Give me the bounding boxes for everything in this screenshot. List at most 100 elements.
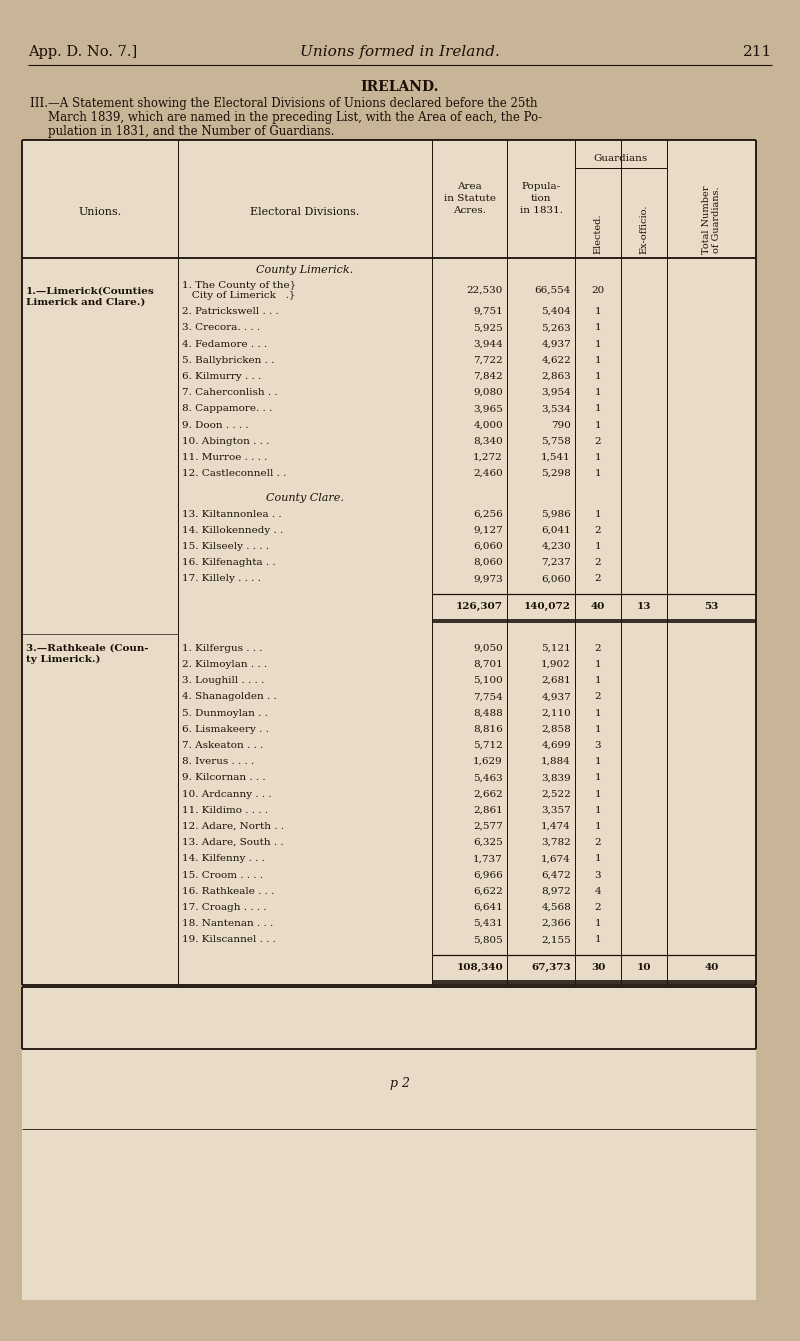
Text: 3,534: 3,534 [542,405,571,413]
Text: 4,699: 4,699 [542,742,571,750]
Text: 2: 2 [594,838,602,848]
Text: 1: 1 [594,371,602,381]
Text: III.—A Statement showing the Electoral Divisions of Unions declared before the 2: III.—A Statement showing the Electoral D… [30,97,538,110]
Text: 17. Killely . . . .: 17. Killely . . . . [182,574,261,583]
Text: 8,701: 8,701 [474,660,503,669]
Text: Unions formed in Ireland.: Unions formed in Ireland. [300,46,500,59]
Text: 16. Kilfenaghta . .: 16. Kilfenaghta . . [182,558,276,567]
Text: ty Limerick.): ty Limerick.) [26,654,101,664]
Text: 10: 10 [637,963,651,971]
Text: Popula-: Popula- [522,182,561,190]
Text: 5,712: 5,712 [474,742,503,750]
Text: 22,530: 22,530 [466,286,503,295]
Text: 9,973: 9,973 [474,574,503,583]
Text: 1: 1 [594,510,602,519]
Text: 2. Patrickswell . . .: 2. Patrickswell . . . [182,307,278,316]
Text: pulation in 1831, and the Number of Guardians.: pulation in 1831, and the Number of Guar… [48,125,334,138]
Text: Area: Area [457,182,482,190]
Text: 1: 1 [594,405,602,413]
Text: 20: 20 [591,286,605,295]
Text: 2,110: 2,110 [542,708,571,717]
Text: 1,674: 1,674 [542,854,571,864]
Text: 6,472: 6,472 [542,870,571,880]
Text: 7. Caherconlish . .: 7. Caherconlish . . [182,388,278,397]
Text: 5,986: 5,986 [542,510,571,519]
Text: 2: 2 [594,526,602,535]
Text: 5,404: 5,404 [542,307,571,316]
Text: in 1831.: in 1831. [519,207,562,215]
Text: 1: 1 [594,339,602,349]
Text: 1: 1 [594,724,602,734]
Text: Unions.: Unions. [78,207,122,217]
Text: 13. Kiltannonlea . .: 13. Kiltannonlea . . [182,510,282,519]
Text: 15. Croom . . . .: 15. Croom . . . . [182,870,263,880]
Text: 1: 1 [594,935,602,944]
Text: 6,641: 6,641 [474,902,503,912]
Text: 8. Iverus . . . .: 8. Iverus . . . . [182,758,254,766]
Text: 5,121: 5,121 [542,644,571,653]
Text: 9,127: 9,127 [474,526,503,535]
Text: 6,060: 6,060 [542,574,571,583]
Text: 9,751: 9,751 [474,307,503,316]
Text: 2: 2 [594,437,602,445]
Text: 9,050: 9,050 [474,644,503,653]
Text: App. D. No. 7.]: App. D. No. 7.] [28,46,138,59]
Text: 17. Croagh . . . .: 17. Croagh . . . . [182,902,266,912]
Text: 2: 2 [594,644,602,653]
Text: 4,937: 4,937 [542,692,571,701]
Text: 8,816: 8,816 [474,724,503,734]
Text: 7,842: 7,842 [474,371,503,381]
Text: 14. Kilfenny . . .: 14. Kilfenny . . . [182,854,265,864]
Text: 10. Ardcanny . . .: 10. Ardcanny . . . [182,790,272,798]
Text: 3,965: 3,965 [474,405,503,413]
Text: 1,272: 1,272 [474,453,503,461]
Text: 1: 1 [594,854,602,864]
Text: 18. Nantenan . . .: 18. Nantenan . . . [182,919,274,928]
Text: 1: 1 [594,453,602,461]
Text: 126,307: 126,307 [456,602,503,610]
Text: 1: 1 [594,708,602,717]
Text: 3,839: 3,839 [542,774,571,782]
Text: 14. Killokennedy . .: 14. Killokennedy . . [182,526,283,535]
Text: 40: 40 [591,602,605,610]
Text: 1. The County of the}: 1. The County of the} [182,282,296,290]
Text: Total Number
of Guardians.: Total Number of Guardians. [702,185,722,253]
Text: 5,925: 5,925 [474,323,503,333]
Text: 1,474: 1,474 [542,822,571,831]
Text: 3,944: 3,944 [474,339,503,349]
Text: 1: 1 [594,421,602,429]
Text: 6,325: 6,325 [474,838,503,848]
Text: 3,954: 3,954 [542,388,571,397]
Text: 6,256: 6,256 [474,510,503,519]
Text: 1.—Limerick(Counties: 1.—Limerick(Counties [26,286,154,295]
Text: 6,966: 6,966 [474,870,503,880]
Text: 12. Castleconnell . .: 12. Castleconnell . . [182,469,286,479]
Text: 3: 3 [594,742,602,750]
Text: 5,431: 5,431 [474,919,503,928]
Text: 6. Lismakeery . .: 6. Lismakeery . . [182,724,269,734]
Text: 3: 3 [594,870,602,880]
Text: 2,522: 2,522 [542,790,571,798]
Text: 11. Murroe . . . .: 11. Murroe . . . . [182,453,267,461]
Text: 1,629: 1,629 [474,758,503,766]
Text: March 1839, which are named in the preceding List, with the Area of each, the Po: March 1839, which are named in the prece… [48,111,542,123]
Text: Ex-officio.: Ex-officio. [639,204,649,253]
Text: 40: 40 [704,963,718,971]
Text: 9. Kilcornan . . .: 9. Kilcornan . . . [182,774,266,782]
Text: 7,754: 7,754 [474,692,503,701]
Text: 1: 1 [594,388,602,397]
Text: 2,681: 2,681 [542,676,571,685]
Text: 4. Shanagolden . .: 4. Shanagolden . . [182,692,277,701]
Text: Electoral Divisions.: Electoral Divisions. [250,207,360,217]
Bar [22,139,756,1299]
Text: 1: 1 [594,307,602,316]
Text: 6,622: 6,622 [474,886,503,896]
Text: 8,972: 8,972 [542,886,571,896]
Text: County Clare.: County Clare. [266,493,344,503]
Text: 2: 2 [594,558,602,567]
Text: in Statute: in Statute [443,194,495,202]
Text: 2,460: 2,460 [474,469,503,479]
Text: 12. Adare, North . .: 12. Adare, North . . [182,822,284,831]
Text: 4,000: 4,000 [474,421,503,429]
Text: 5,100: 5,100 [474,676,503,685]
